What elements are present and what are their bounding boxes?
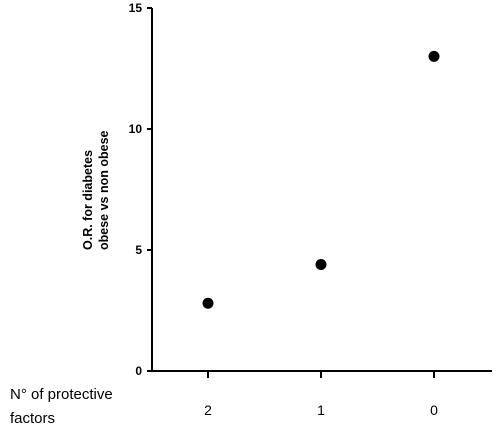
y-tick-label: 5 bbox=[135, 243, 142, 257]
y-tick-label: 15 bbox=[129, 1, 143, 15]
x-tick-label: 2 bbox=[204, 402, 212, 418]
data-point bbox=[315, 259, 327, 271]
y-tick-label: 10 bbox=[129, 122, 143, 136]
data-point bbox=[202, 297, 214, 309]
y-axis-label-line-1: O.R. for diabetes bbox=[81, 150, 95, 250]
x-axis-label-line-2: factors bbox=[10, 410, 56, 427]
x-ticks: 2 1 0 bbox=[204, 371, 438, 418]
y-tick-label: 0 bbox=[135, 364, 142, 378]
axes bbox=[151, 8, 492, 372]
x-axis-label-line-1: N° of protective bbox=[10, 386, 113, 403]
y-ticks: 0 5 10 15 bbox=[129, 1, 152, 378]
x-tick-label: 0 bbox=[430, 402, 438, 418]
x-tick-label: 1 bbox=[317, 402, 325, 418]
x-axis-label: N° of protective factors bbox=[10, 383, 113, 431]
data-points bbox=[202, 50, 440, 309]
data-point bbox=[428, 50, 440, 62]
y-axis-label-line-2: obese vs non obese bbox=[97, 130, 111, 250]
y-axis-label: O.R. for diabetes obese vs non obese bbox=[81, 130, 111, 250]
